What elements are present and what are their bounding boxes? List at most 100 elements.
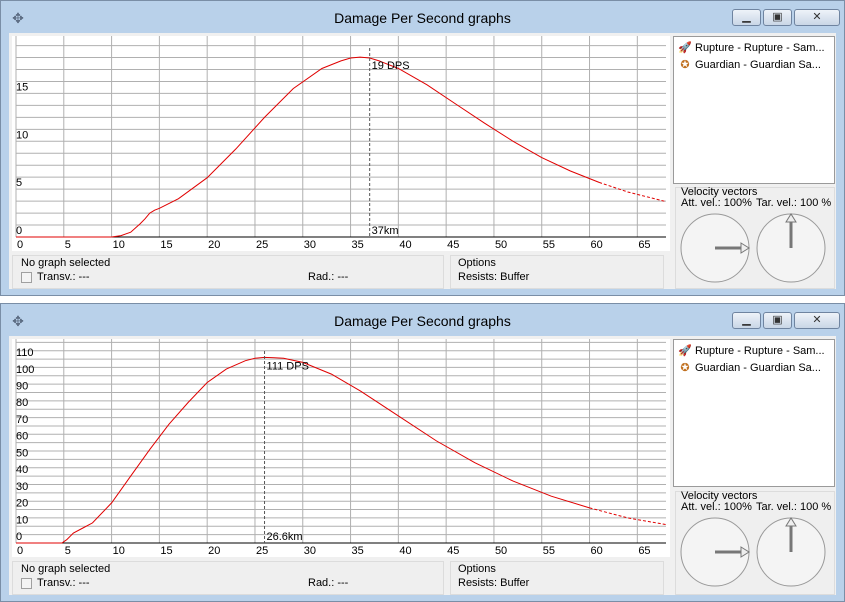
y-tick-label: 20	[16, 498, 28, 510]
minimize-button[interactable]: ▁	[732, 312, 761, 329]
x-tick-label: 60	[591, 239, 603, 251]
cursor-km-label: 37km	[372, 225, 399, 237]
velocity-title: Velocity vectors	[681, 490, 758, 502]
close-button[interactable]: ✕	[794, 312, 840, 329]
x-tick-label: 5	[65, 545, 71, 557]
radial-label: Rad.: ---	[308, 577, 349, 589]
maximize-icon: ▣	[772, 314, 783, 326]
x-tick-label: 55	[543, 545, 555, 557]
fit-item-rupture[interactable]: 🚀 Rupture - Rupture - Sam...	[678, 40, 825, 56]
app-icon[interactable]: ✥	[12, 313, 24, 329]
x-tick-label: 45	[447, 239, 459, 251]
x-tick-label: 35	[352, 545, 364, 557]
options-group: Options Resists: Buffer	[450, 561, 664, 595]
fit-item-rupture[interactable]: 🚀 Rupture - Rupture - Sam...	[678, 343, 824, 359]
x-tick-label: 30	[304, 545, 316, 557]
y-tick-label: 5	[16, 177, 22, 189]
window-client: 0 5 10 15 20 25 30 35 40 45 50 55 60 65 0 10 20 30 40 50 60 7…	[9, 336, 836, 595]
maximize-button[interactable]: ▣	[763, 9, 792, 26]
x-tick-label: 5	[65, 239, 71, 251]
transversal-checkbox[interactable]	[21, 272, 32, 283]
dps-graph-window: ✥ Damage Per Second graphs ▁ ▣ ✕ 0 5 10 15 2…	[0, 303, 845, 602]
minimize-icon: ▁	[742, 11, 751, 23]
series-line-extrapolated	[589, 507, 667, 526]
attacker-arrow-head	[740, 546, 750, 558]
x-tick-label: 20	[208, 545, 220, 557]
maximize-icon: ▣	[772, 11, 783, 23]
y-tick-label: 15	[16, 81, 28, 93]
x-tick-label: 35	[352, 239, 364, 251]
x-tick-label: 10	[113, 545, 125, 557]
fit-label: Guardian - Guardian Sa...	[695, 362, 821, 374]
transversal-checkbox[interactable]	[21, 578, 32, 589]
dps-chart[interactable]: 0 5 10 15 20 25 30 35 40 45 50 55 60 65 0 5 10 15 19 DPS 37…	[12, 36, 670, 251]
y-tick-label: 100	[16, 364, 34, 376]
cursor-dps-label: 111 DPS	[267, 360, 309, 372]
x-tick-label: 10	[113, 239, 125, 251]
attacker-arrow-head	[740, 242, 750, 254]
no-graph-label: No graph selected	[21, 257, 111, 269]
close-icon: ✕	[812, 11, 822, 23]
attacker-velocity-label: Att. vel.: 100%	[681, 501, 752, 513]
x-tick-label: 45	[447, 545, 459, 557]
series-line-extrapolated	[598, 181, 667, 203]
minimize-button[interactable]: ▁	[732, 9, 761, 26]
resists-option[interactable]: Resists: Buffer	[458, 577, 530, 589]
dps-graph[interactable]: 0 5 10 15 20 25 30 35 40 45 50 55 60 65 0 10 20 30 40 50 60 7…	[12, 339, 670, 557]
x-tick-label: 55	[543, 239, 555, 251]
app-icon[interactable]: ✥	[12, 10, 24, 26]
close-icon: ✕	[812, 314, 822, 326]
fit-list[interactable]: 🚀 Rupture - Rupture - Sam... ✪ Guardian - …	[673, 36, 835, 184]
x-tick-label: 25	[256, 239, 268, 251]
target-arrow-head	[785, 213, 797, 223]
velocity-vectors-group: Velocity vectors Att. vel.: 100% Tar. ve…	[675, 186, 835, 289]
y-tick-label: 30	[16, 481, 28, 493]
minimize-icon: ▁	[742, 314, 751, 326]
title-bar[interactable]: ✥ Damage Per Second graphs ▁ ▣ ✕	[1, 1, 844, 33]
radial-label: Rad.: ---	[308, 271, 349, 283]
cursor-dps-label: 19 DPS	[372, 60, 410, 72]
maximize-button[interactable]: ▣	[763, 312, 792, 329]
title-bar[interactable]: ✥ Damage Per Second graphs ▁ ▣ ✕	[1, 304, 844, 336]
x-tick-label: 30	[304, 239, 316, 251]
window-client: 0 5 10 15 20 25 30 35 40 45 50 55 60 65 0 5 10 15 19 DPS 37…	[9, 33, 836, 289]
window-title: Damage Per Second graphs	[334, 313, 511, 329]
velocity-vectors-group: Velocity vectors Att. vel.: 100% Tar. ve…	[675, 490, 835, 595]
x-tick-label: 25	[256, 545, 268, 557]
resists-option[interactable]: Resists: Buffer	[458, 271, 530, 283]
close-button[interactable]: ✕	[794, 9, 840, 26]
x-tick-label: 0	[17, 545, 23, 557]
fit-item-guardian[interactable]: ✪ Guardian - Guardian Sa...	[678, 360, 821, 376]
y-tick-label: 10	[16, 514, 28, 526]
dps-graph-window: ✥ Damage Per Second graphs ▁ ▣ ✕ 0 5 10 15 2…	[0, 0, 845, 296]
options-title: Options	[458, 257, 496, 269]
dps-graph[interactable]: 0 5 10 15 20 25 30 35 40 45 50 55 60 65 0 5 10 15 19 DPS 37…	[12, 36, 670, 251]
window-title: Damage Per Second graphs	[334, 10, 511, 26]
cursor-km-label: 26.6km	[267, 531, 303, 543]
x-tick-label: 15	[160, 239, 172, 251]
target-velocity-label: Tar. vel.: 100 %	[756, 501, 832, 513]
ship-icon: 🚀	[678, 42, 692, 54]
y-tick-label: 60	[16, 431, 28, 443]
x-tick-label: 20	[208, 239, 220, 251]
target-arrow-head	[785, 517, 797, 527]
fit-label: Rupture - Rupture - Sam...	[695, 42, 825, 54]
series-line	[16, 56, 600, 238]
attacker-velocity-label: Att. vel.: 100%	[681, 197, 752, 209]
x-tick-label: 65	[638, 545, 650, 557]
options-title: Options	[458, 563, 496, 575]
y-tick-label: 40	[16, 464, 28, 476]
fit-label: Guardian - Guardian Sa...	[695, 59, 821, 71]
y-tick-label: 70	[16, 414, 28, 426]
dps-chart[interactable]: 0 5 10 15 20 25 30 35 40 45 50 55 60 65 0 10 20 30 40 50 60 7…	[12, 339, 670, 557]
drone-icon: ✪	[680, 362, 690, 374]
fit-item-guardian[interactable]: ✪ Guardian - Guardian Sa...	[678, 57, 821, 73]
graph-selection-group: No graph selected Transv.: --- Rad.: ---	[12, 255, 444, 289]
y-tick-label: 110	[16, 347, 34, 359]
x-tick-label: 0	[17, 239, 23, 251]
y-tick-label: 10	[16, 129, 28, 141]
transversal-label: Transv.: ---	[37, 271, 90, 283]
y-tick-label: 90	[16, 381, 28, 393]
x-tick-label: 50	[495, 545, 507, 557]
fit-list[interactable]: 🚀 Rupture - Rupture - Sam... ✪ Guardian - …	[673, 339, 835, 487]
